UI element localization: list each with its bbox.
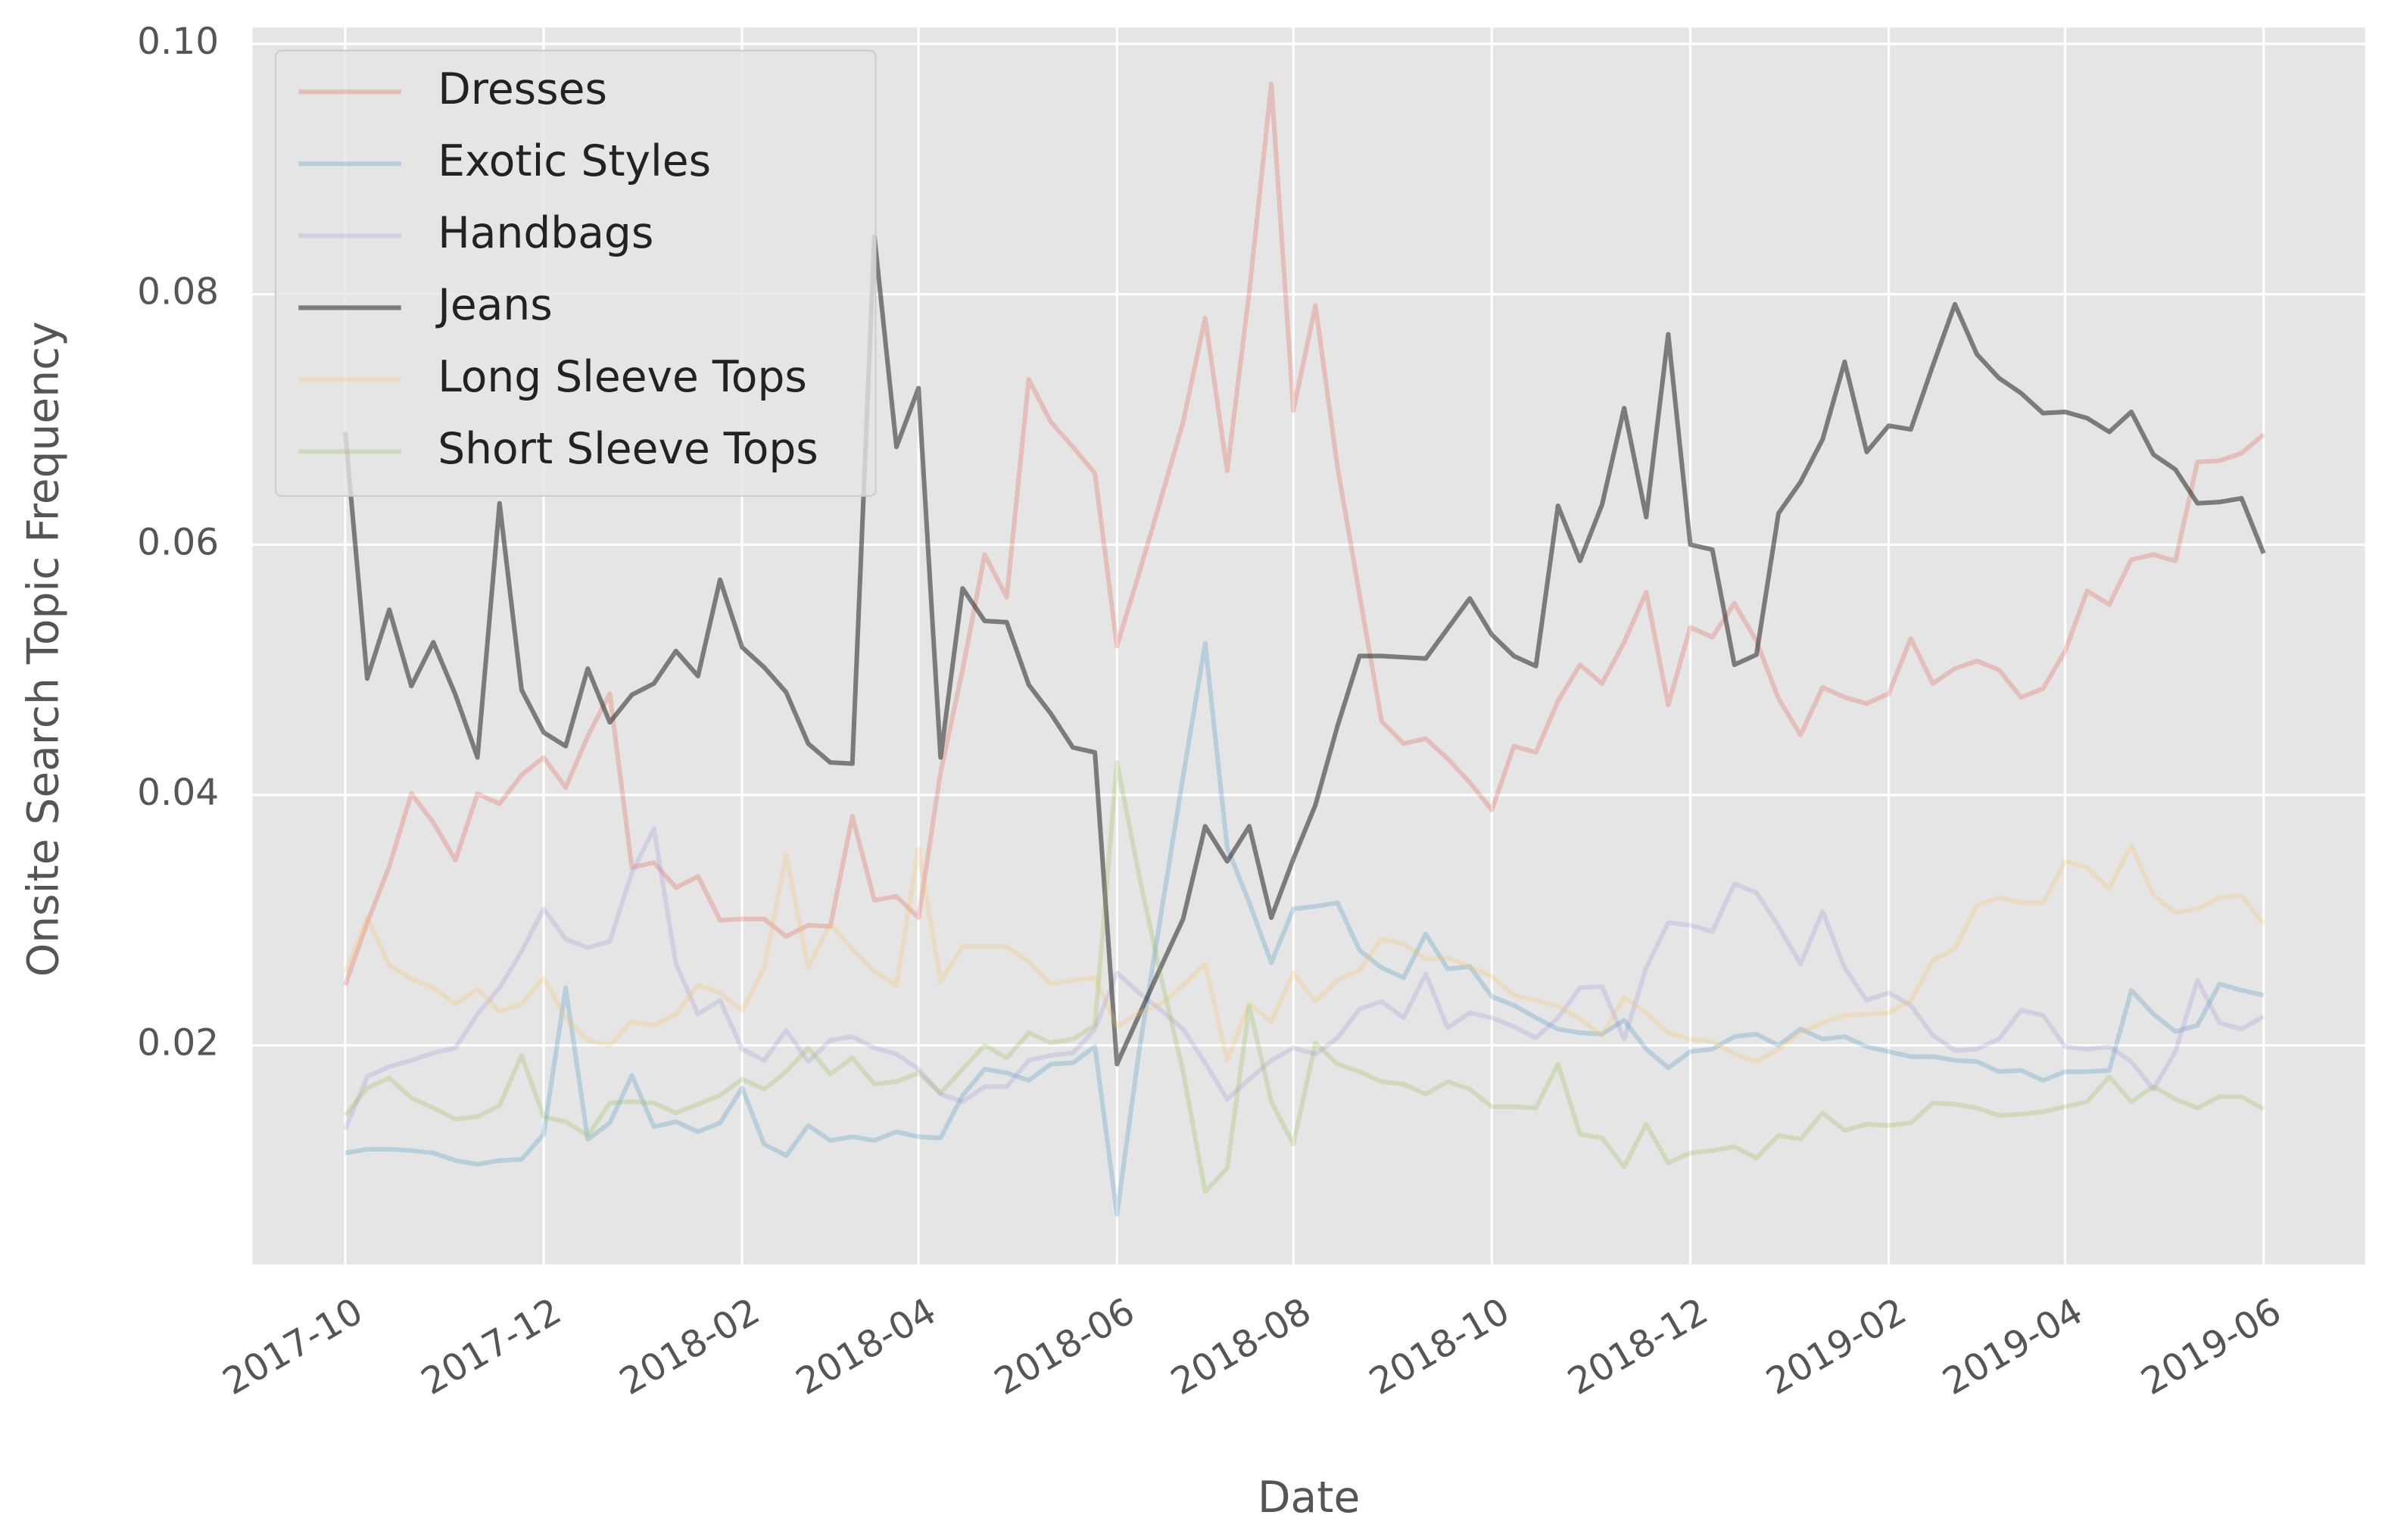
- series-line: [343, 81, 2265, 987]
- y-tick-label: 0.02: [137, 1022, 219, 1065]
- series-line: [343, 759, 2265, 1195]
- y-tick-label: 0.10: [137, 20, 219, 63]
- y-tick-label: 0.04: [137, 772, 219, 814]
- legend-label: Jeans: [435, 280, 553, 330]
- y-tick-label: 0.08: [137, 271, 219, 313]
- x-tick-label: 2019-04: [1936, 1290, 2090, 1404]
- x-tick-label: 2017-10: [216, 1290, 370, 1404]
- series-line: [344, 641, 2265, 1217]
- legend-label: Short Sleeve Tops: [438, 424, 818, 474]
- legend-box: [274, 49, 877, 497]
- series-line: [342, 234, 2266, 1067]
- x-tick-label: 2018-06: [987, 1290, 1142, 1404]
- legend: Dresses Exotic Styles Handbags Jeans Long Sl…: [274, 49, 877, 497]
- series-line: [343, 843, 2266, 1065]
- legend-label: Handbags: [438, 208, 653, 258]
- x-tick-label: 2019-06: [2134, 1290, 2289, 1404]
- lines: [342, 81, 2266, 1217]
- x-tick-label: 2018-10: [1363, 1290, 1517, 1404]
- legend-label: Dresses: [438, 64, 607, 114]
- legend-label: Long Sleeve Tops: [438, 352, 807, 402]
- x-tick-label: 2017-12: [414, 1290, 569, 1404]
- y-tick-label: 0.06: [137, 521, 219, 563]
- y-axis-label: Onsite Search Topic Frequency: [18, 321, 68, 977]
- x-tick-label: 2018-02: [613, 1290, 767, 1404]
- x-tick-label: 2018-08: [1164, 1290, 1318, 1404]
- series-line: [343, 826, 2265, 1130]
- x-axis-label: Date: [1258, 1473, 1360, 1523]
- legend-label: Exotic Styles: [438, 136, 711, 186]
- x-tick-label: 2018-04: [789, 1290, 943, 1404]
- x-tick-label: 2018-12: [1561, 1290, 1716, 1404]
- x-tick-label: 2019-02: [1760, 1290, 1914, 1404]
